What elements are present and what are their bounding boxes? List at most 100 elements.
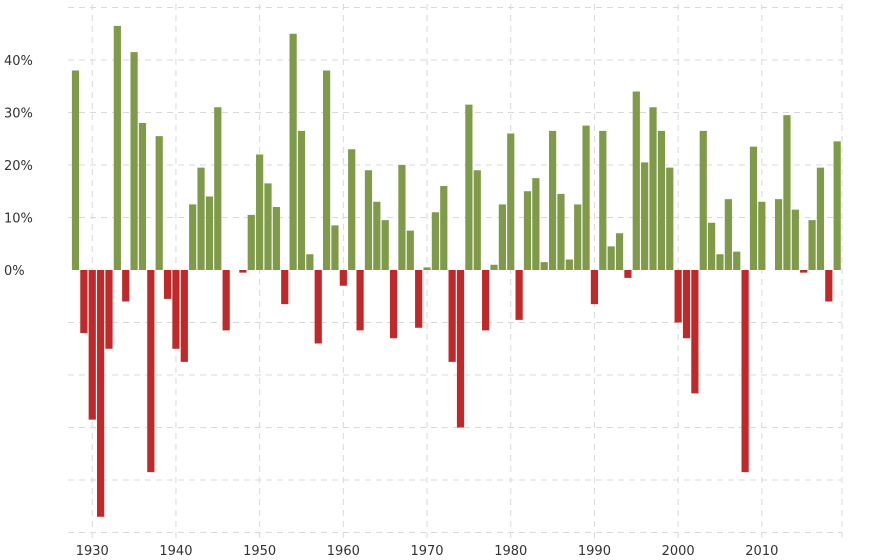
bar-1929: [80, 270, 88, 333]
y-tick-label: 40%: [4, 54, 33, 69]
y-tick-label: 30%: [4, 107, 33, 122]
bar-2013: [783, 115, 791, 271]
y-tick-label: 10%: [4, 212, 33, 227]
bar-2009: [749, 146, 758, 271]
x-tick-label: 1960: [327, 544, 360, 559]
bar-1952: [272, 207, 280, 270]
bar-1948: [239, 270, 247, 273]
bar-1968: [406, 230, 414, 271]
bar-1962: [356, 270, 364, 331]
bar-1930: [88, 270, 96, 420]
bar-1954: [289, 33, 297, 270]
bar-1982: [523, 191, 532, 270]
bar-1975: [465, 104, 473, 271]
bars-layer: [71, 25, 841, 517]
bar-1932: [105, 270, 113, 349]
bar-1984: [540, 262, 548, 271]
y-tick-label: 0%: [4, 264, 25, 279]
bar-1953: [281, 270, 289, 305]
bar-1956: [306, 254, 314, 270]
bar-1990: [590, 270, 599, 305]
bar-2004: [708, 222, 716, 270]
bar-2015: [800, 270, 808, 273]
bar-1970: [423, 267, 431, 271]
x-axis-ticks: 1930 1940 1950 1960 1970 1980 1990 2000 2010: [76, 544, 779, 559]
x-tick-label: 1940: [159, 544, 192, 559]
bar-2017: [816, 167, 825, 271]
bar-1983: [532, 178, 540, 271]
bar-1999: [666, 167, 674, 271]
bar-1942: [189, 204, 197, 271]
bar-1938: [155, 136, 163, 271]
bar-1951: [264, 183, 272, 271]
bar-1941: [180, 270, 188, 362]
x-tick-label: 1970: [410, 544, 443, 559]
bar-2003: [699, 130, 707, 271]
bar-2006: [724, 199, 732, 271]
bar-2005: [716, 254, 724, 270]
bar-1964: [373, 201, 381, 270]
bar-1985: [548, 130, 557, 271]
y-tick-label: 20%: [4, 159, 33, 174]
bar-1946: [222, 270, 230, 331]
bar-1988: [574, 204, 582, 271]
bar-1950: [256, 154, 264, 270]
bar-1931: [97, 270, 105, 517]
bar-2010: [758, 201, 766, 270]
bar-1965: [381, 220, 389, 271]
bar-1937: [147, 270, 155, 473]
bar-1944: [205, 196, 214, 270]
bar-2018: [825, 270, 833, 302]
bar-1971: [431, 212, 440, 270]
bar-1945: [214, 107, 222, 270]
bar-1981: [515, 270, 523, 320]
x-tick-label: 1980: [494, 544, 527, 559]
bar-1994: [624, 270, 632, 278]
bar-1934: [122, 270, 130, 302]
bar-1933: [113, 25, 121, 271]
bar-1989: [582, 125, 590, 271]
bar-2000: [674, 270, 682, 323]
bar-1998: [657, 130, 665, 271]
bar-1978: [490, 264, 498, 270]
bar-1973: [448, 270, 456, 362]
bar-1976: [473, 170, 481, 270]
bar-2014: [791, 209, 799, 271]
bar-1977: [482, 270, 490, 331]
bar-1969: [415, 270, 423, 328]
bar-1949: [247, 214, 255, 271]
bar-2002: [691, 270, 699, 394]
bar-1957: [314, 270, 322, 344]
x-tick-label: 1930: [76, 544, 109, 559]
bar-1940: [172, 270, 180, 349]
bar-1960: [339, 270, 347, 286]
bar-1974: [456, 270, 465, 428]
bar-2001: [682, 270, 691, 339]
bar-1995: [632, 91, 640, 270]
y-axis-ticks: 0% 10% 20% 30% 40%: [4, 54, 33, 279]
bar-1958: [323, 70, 331, 270]
bar-1979: [498, 204, 506, 271]
bar-2007: [733, 251, 741, 271]
bar-1959: [331, 225, 339, 271]
bar-1935: [130, 52, 138, 271]
bar-1993: [615, 233, 624, 270]
bar-1936: [138, 123, 147, 270]
bar-1955: [297, 130, 306, 271]
bar-1966: [389, 270, 398, 339]
bar-1991: [599, 130, 607, 271]
x-tick-label: 1950: [243, 544, 276, 559]
bar-1996: [641, 162, 649, 271]
bar-2012: [774, 199, 783, 271]
bar-1963: [364, 170, 373, 270]
x-tick-label: 2010: [745, 544, 778, 559]
bar-1928: [71, 70, 80, 270]
bar-1997: [649, 107, 657, 270]
bar-2019: [833, 141, 841, 271]
bar-1987: [565, 259, 573, 270]
bar-1967: [398, 165, 406, 270]
bar-1986: [557, 193, 565, 271]
bar-2016: [808, 220, 816, 271]
bar-1980: [507, 133, 515, 270]
